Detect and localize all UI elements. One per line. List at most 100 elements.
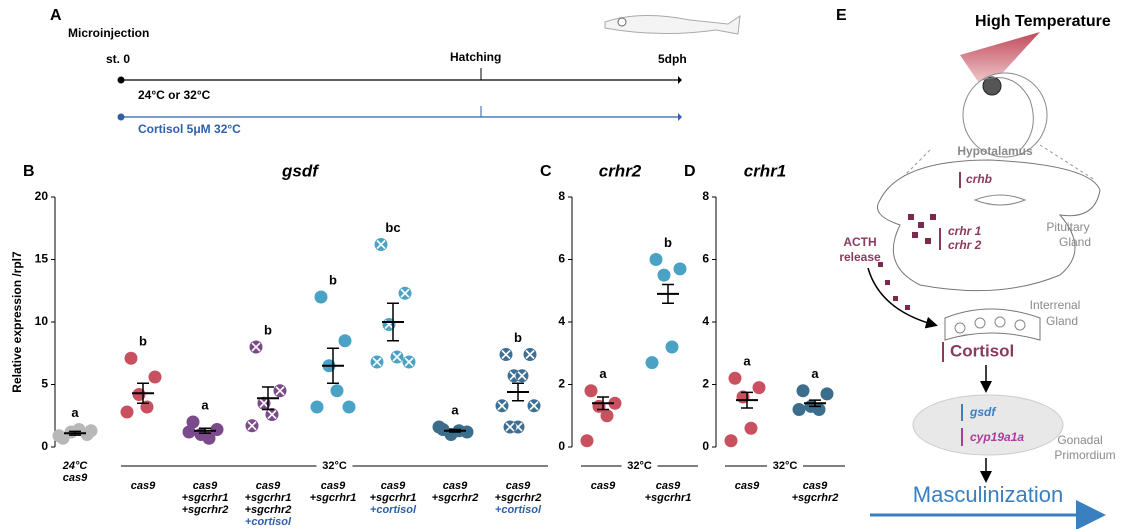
point-dot [580,434,594,448]
label: crhr 1 [948,224,982,238]
y-tick-label: 0 [558,439,565,453]
fish-icon [604,14,741,35]
data-point [527,399,541,413]
data-point [148,370,162,384]
point-dot [752,381,766,395]
label: Hypotalamus [957,144,1033,158]
label: Gonadal [1057,433,1102,447]
point-cross [275,386,285,396]
group-label: +sgcrhr1 [245,492,292,504]
point-dot [820,387,834,401]
label: Microinjection [68,26,149,40]
group-label: cas9 [443,480,468,492]
error-bar [597,396,609,411]
group-label: +cortisol [245,516,292,528]
significance-letter: a [201,397,209,412]
point-dot [202,431,216,445]
data-point [515,369,529,383]
data-point [649,253,663,266]
data-point [645,356,659,370]
chart-title: crhr2 [599,161,642,180]
group-label: cas9 [591,480,616,492]
gland-cells [954,316,1026,334]
zoom-lines [879,144,1096,201]
point-cross [505,422,515,432]
point-dot [338,334,352,348]
significance-letter: b [514,330,522,345]
error-bar [327,347,339,384]
point-dot [52,429,66,443]
label: crhr 2 [948,238,982,252]
point-cross [251,342,261,352]
data-point [796,384,810,398]
data-point [657,268,671,282]
condition-label: 32°C [773,460,798,472]
data-point [744,421,758,435]
data-point [608,396,622,410]
point-dot [584,384,598,398]
data-point [84,424,98,438]
label: Cortisol [950,341,1014,360]
point-dot [673,262,687,276]
data-point [245,419,259,433]
point-dot [148,370,162,384]
label: gsdf [969,405,996,419]
label: Pituitary [1046,220,1089,234]
group-label: +sgcrhr2 [245,504,292,516]
data-point [665,340,679,354]
point-dot [182,425,196,439]
point-dot [645,356,659,370]
error-bar [512,382,524,402]
group-label: +sgcrhr2 [792,492,839,504]
point-dot [728,371,742,385]
significance-letter: a [71,405,79,420]
chart-title: crhr1 [744,161,787,180]
point-dot [649,253,663,266]
timeline-start [117,113,125,121]
label: Hatching [450,50,501,64]
significance-letter: a [811,366,819,381]
label: Interrenal [1030,298,1081,312]
error-bar [387,302,399,342]
significance-letter: bc [385,220,400,235]
y-tick-label: 6 [702,252,709,266]
gonad [912,394,1064,456]
significance-letter: a [599,366,607,381]
group-label: cas9 [656,480,681,492]
panel-letter: B [23,163,35,180]
timeline-end [678,76,682,84]
data-point [374,238,388,251]
y-tick-label: 4 [702,314,709,328]
group-label: cas9 [803,480,828,492]
label: st. 0 [106,52,130,66]
point-cross [259,398,269,408]
point-cross [247,421,257,431]
label: 5dph [658,52,687,66]
heat-beam [960,32,1040,92]
point-dot [342,400,356,414]
timeline-end [678,113,682,121]
panel-a: A Microinjection st. 0 Hatching 5dph 24°… [50,7,741,136]
point-cross [392,352,402,362]
data-point [342,400,356,414]
point-cross [404,357,414,367]
label: 24°C or 32°C [138,88,211,102]
data-point [580,434,594,448]
point-dot [124,351,138,365]
significance-letter: b [664,235,672,250]
data-point [432,420,446,434]
y-tick-label: 5 [41,377,48,391]
y-tick-label: 2 [558,377,565,391]
y-tick-label: 8 [558,189,565,203]
label: cyp19a1a [970,430,1024,444]
arrow [867,267,938,329]
significance-letter: b [264,322,272,337]
y-axis-label: Relative expression /rpl7 [10,251,24,393]
condition-label: 32°C [627,460,652,472]
error-bar [69,430,81,436]
condition-label: 32°C [322,460,347,472]
group-label: +sgcrhr2 [182,504,229,516]
label: release [839,250,881,264]
